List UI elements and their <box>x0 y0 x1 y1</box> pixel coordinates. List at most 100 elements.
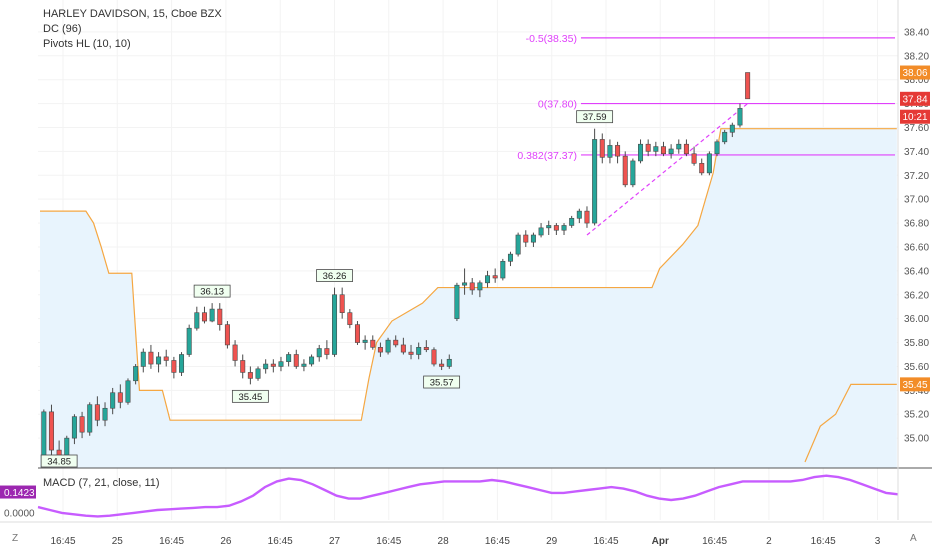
timezone-toggle[interactable]: Z <box>12 533 19 544</box>
chart-title: HARLEY DAVIDSON, 15, Cboe BZX <box>43 8 222 20</box>
price-axis-tick: 35.00 <box>904 434 929 445</box>
candle <box>354 321 360 345</box>
macd-label[interactable]: MACD (7, 21, close, 11) <box>43 477 160 489</box>
price-tag-bg <box>900 65 930 80</box>
candle <box>370 335 376 350</box>
candle-body <box>699 163 705 174</box>
candle <box>454 282 460 322</box>
fib-level-label: 0(37.80) <box>538 99 577 111</box>
candle-body <box>71 416 77 439</box>
candle <box>400 337 406 355</box>
candle-body <box>714 141 720 155</box>
candle <box>423 340 429 353</box>
candle-body <box>255 368 261 379</box>
time-axis-tick: Apr <box>652 536 669 547</box>
candle-body <box>546 225 552 229</box>
candle-body <box>370 339 376 348</box>
price-tag-bg <box>900 91 930 106</box>
pivot-label-box <box>231 389 269 403</box>
candle <box>599 133 605 164</box>
candle-body <box>569 217 575 226</box>
candle <box>622 151 628 188</box>
candle-body <box>156 356 162 365</box>
candle <box>125 378 131 405</box>
candle-body <box>186 327 192 355</box>
candle-body <box>263 363 269 370</box>
candle-body <box>515 234 521 255</box>
candle <box>110 387 116 415</box>
candle-body <box>469 282 475 291</box>
candle-body <box>676 143 682 150</box>
candle-body <box>301 363 307 367</box>
candle-body <box>561 225 567 231</box>
candle <box>79 411 85 439</box>
candle-body <box>431 349 437 365</box>
candle <box>209 303 215 323</box>
chart-legend[interactable]: HARLEY DAVIDSON, 15, Cboe BZX DC (96) Pi… <box>43 7 222 52</box>
time-axis-tick: 16:45 <box>268 536 293 547</box>
candle-body <box>332 294 338 355</box>
candle <box>240 354 246 379</box>
candle-body <box>48 411 54 451</box>
candle <box>102 402 108 427</box>
price-axis-tick: 37.00 <box>904 195 929 206</box>
candle <box>377 342 383 357</box>
candle-body <box>538 227 544 236</box>
candle <box>630 158 636 188</box>
time-axis-tick: 16:45 <box>50 536 75 547</box>
candle-body <box>530 234 536 243</box>
candle-body <box>217 308 223 325</box>
candle-body <box>416 347 422 355</box>
time-axis-tick: 29 <box>546 536 558 547</box>
candle <box>255 366 261 381</box>
pivot-labels: 34.85 36.13 35.45 36.26 35.57 37.59 <box>40 110 614 468</box>
candle-body <box>117 392 123 403</box>
candle-body <box>660 146 666 155</box>
candle <box>569 215 575 228</box>
candle-body <box>270 363 276 367</box>
candle <box>293 349 299 369</box>
candle-body <box>354 324 360 343</box>
time-axis-tick: 2 <box>766 536 772 547</box>
candle <box>201 306 207 324</box>
candle-body <box>339 294 345 313</box>
candle-body <box>638 143 644 162</box>
candle <box>362 335 368 350</box>
candle <box>546 220 552 236</box>
macd-legend[interactable]: MACD (7, 21, close, 11) <box>43 476 160 491</box>
candle-body <box>201 312 207 322</box>
price-tag-bg <box>900 109 930 124</box>
indicator-pivots-label[interactable]: Pivots HL (10, 10) <box>43 38 131 50</box>
candle <box>217 303 223 331</box>
price-axis-tick: 36.60 <box>904 242 929 253</box>
candle <box>607 139 613 164</box>
candle-body <box>278 361 284 367</box>
time-axis-tick: 16:45 <box>811 536 836 547</box>
donchian-lower-line <box>804 383 897 463</box>
candle <box>668 144 674 159</box>
candle <box>722 129 728 145</box>
candle <box>615 141 621 164</box>
candle-body <box>87 404 93 433</box>
candle-body <box>362 339 368 343</box>
indicator-dc-label[interactable]: DC (96) <box>43 23 82 35</box>
candlestick-series[interactable] <box>41 72 751 468</box>
time-axis-tick: 27 <box>329 536 341 547</box>
macd-value-tag-bg <box>0 485 36 499</box>
candle <box>286 352 292 367</box>
time-axis-tick: 16:45 <box>593 536 618 547</box>
price-axis-tick: 38.00 <box>904 75 929 86</box>
time-axis-tick: 28 <box>438 536 450 547</box>
candle-body <box>607 145 613 158</box>
candle-body <box>408 351 414 355</box>
auto-scale-toggle[interactable]: A <box>910 533 917 544</box>
macd-axis-zero: 0.0000 <box>4 508 35 519</box>
pivot-label-box <box>40 454 78 468</box>
candle-body <box>209 308 215 322</box>
time-axis-tick: 16:45 <box>485 536 510 547</box>
candle-body <box>729 124 735 133</box>
candle-body <box>446 358 452 367</box>
pivot-marker: 35.57 <box>423 375 461 389</box>
candle <box>232 340 238 367</box>
